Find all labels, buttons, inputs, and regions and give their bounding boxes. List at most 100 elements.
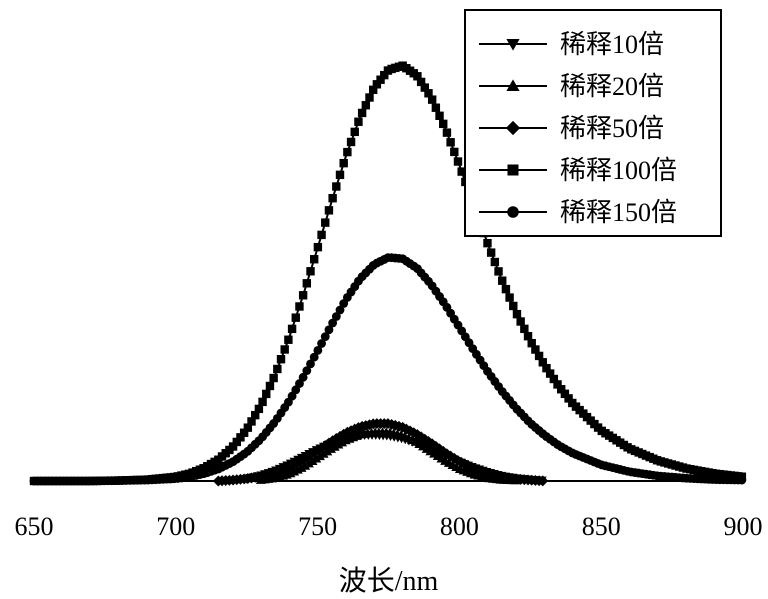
data-point	[273, 364, 282, 374]
data-point	[280, 345, 289, 354]
data-point	[258, 397, 267, 407]
data-point	[287, 324, 297, 334]
data-point	[457, 167, 466, 176]
data-point	[435, 111, 444, 120]
data-point	[368, 85, 378, 95]
data-point	[520, 324, 529, 334]
data-point	[350, 127, 359, 137]
data-point	[564, 394, 573, 403]
data-point	[236, 433, 245, 442]
data-point	[284, 335, 293, 344]
data-point	[549, 374, 559, 384]
legend-label: 稀释50倍	[560, 114, 664, 143]
data-point	[501, 284, 511, 294]
data-point	[302, 279, 312, 288]
x-tick-labels: 650 700 750 800 850 900	[15, 512, 763, 541]
data-point	[335, 305, 345, 315]
data-point	[321, 218, 330, 227]
data-point	[320, 332, 330, 342]
legend-label: 稀释100倍	[560, 156, 677, 185]
legend-marker	[507, 206, 519, 218]
legend-label: 稀释10倍	[560, 30, 664, 59]
data-point	[335, 170, 345, 180]
legend-item: 稀释10倍	[479, 30, 664, 59]
legend-label: 稀释20倍	[560, 72, 664, 101]
x-tick-label: 650	[15, 512, 54, 541]
data-point	[291, 313, 300, 322]
data-point	[494, 267, 503, 276]
x-tick-label: 800	[440, 512, 479, 541]
data-point	[328, 318, 338, 328]
x-axis-title: 波长/nm	[339, 565, 439, 597]
data-point	[453, 157, 463, 166]
data-point	[380, 70, 389, 80]
data-point	[512, 309, 522, 319]
data-point	[442, 128, 452, 137]
data-point	[372, 80, 382, 89]
data-point	[324, 206, 334, 215]
legend-item: 稀释50倍	[479, 114, 664, 143]
data-point	[309, 255, 319, 264]
legend-marker	[506, 39, 520, 51]
data-point	[490, 257, 500, 267]
data-point	[505, 293, 514, 302]
data-point	[424, 89, 433, 98]
data-point	[239, 428, 249, 437]
data-point	[298, 372, 308, 382]
data-point	[545, 369, 555, 378]
data-point	[302, 366, 312, 376]
data-point	[243, 423, 253, 432]
data-point	[331, 312, 341, 321]
data-point	[534, 351, 544, 361]
data-point	[365, 93, 374, 102]
data-point	[317, 230, 326, 240]
data-point	[486, 248, 496, 257]
legend-marker	[507, 164, 519, 176]
data-point	[313, 242, 323, 252]
data-point	[416, 77, 426, 87]
data-point	[254, 404, 264, 414]
legend-item: 稀释100倍	[479, 156, 677, 185]
series-diamond	[212, 418, 549, 487]
data-point	[431, 103, 441, 112]
x-tick-label: 700	[156, 512, 195, 541]
data-point	[309, 352, 319, 362]
data-point	[509, 301, 518, 311]
legend-item: 稀释150倍	[479, 198, 677, 227]
data-point	[298, 291, 308, 300]
legend-marker	[506, 79, 520, 91]
data-point	[346, 137, 356, 147]
legend-item: 稀释20倍	[479, 72, 664, 101]
data-point	[232, 437, 241, 447]
data-point	[413, 72, 422, 81]
data-point	[531, 345, 540, 354]
legend-label: 稀释150倍	[560, 198, 677, 227]
data-point	[313, 345, 323, 355]
data-point	[276, 355, 286, 364]
data-point	[265, 381, 275, 391]
data-point	[557, 385, 566, 394]
x-tick-label: 900	[724, 512, 763, 541]
data-point	[228, 442, 238, 451]
data-point	[262, 389, 271, 399]
data-point	[420, 83, 430, 92]
data-point	[251, 410, 260, 420]
data-point	[295, 302, 304, 311]
data-point	[339, 158, 348, 168]
data-point	[361, 101, 371, 110]
data-point	[446, 138, 455, 147]
data-point	[357, 108, 367, 118]
data-point	[306, 359, 315, 369]
data-point	[317, 339, 326, 348]
data-point	[328, 193, 337, 203]
data-point	[538, 358, 547, 367]
data-point	[316, 442, 328, 454]
legend-marker	[505, 120, 521, 136]
data-point	[306, 267, 315, 276]
data-point	[553, 380, 562, 389]
legend-box	[464, 9, 722, 237]
data-point	[439, 119, 448, 129]
data-point	[427, 95, 437, 104]
